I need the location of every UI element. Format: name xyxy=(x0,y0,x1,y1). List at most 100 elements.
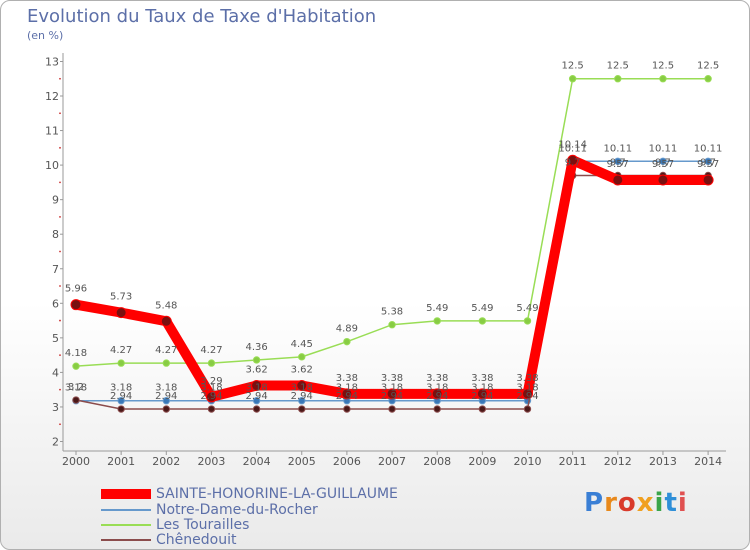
data-label: 4.18 xyxy=(65,348,87,359)
data-label: 3.38 xyxy=(336,373,358,384)
data-label: 3.18 xyxy=(336,383,358,394)
data-label: 9.57 xyxy=(607,159,629,170)
data-point xyxy=(386,388,398,400)
x-tick-label: 2004 xyxy=(243,455,271,468)
data-label: 3.18 xyxy=(155,383,177,394)
x-tick-label: 2000 xyxy=(62,455,90,468)
data-point xyxy=(298,353,306,361)
data-point xyxy=(614,157,622,165)
brand-letter: i xyxy=(654,488,665,518)
data-label: 3.18 xyxy=(245,383,267,394)
y-tick-label: 3 xyxy=(52,401,59,414)
y-minor-tick xyxy=(59,319,61,322)
data-label: 5.49 xyxy=(516,303,538,314)
data-label: 2.94 xyxy=(110,391,132,402)
legend-swatch xyxy=(101,524,151,526)
data-point xyxy=(568,75,577,83)
x-tick-label: 2014 xyxy=(694,455,722,468)
data-label: 3.29 xyxy=(200,376,222,387)
legend-label: Notre-Dame-du-Rocher xyxy=(156,502,318,518)
legend-label: Chênedouit xyxy=(156,532,237,548)
x-tick-label: 2007 xyxy=(378,455,406,468)
data-label: 3.62 xyxy=(245,365,267,376)
data-point xyxy=(117,405,125,413)
data-point xyxy=(343,405,351,413)
x-tick-label: 2006 xyxy=(333,455,361,468)
data-point xyxy=(252,356,261,364)
legend-swatch xyxy=(101,509,151,511)
data-label: 2.94 xyxy=(245,391,267,402)
legend-label: Les Tourailles xyxy=(156,517,250,533)
data-point xyxy=(296,380,308,392)
data-label: 3.38 xyxy=(381,373,403,384)
data-point xyxy=(657,174,669,186)
y-minor-tick xyxy=(59,146,61,149)
data-label: 5.49 xyxy=(471,303,493,314)
data-label: 9.7 xyxy=(700,157,716,168)
data-point xyxy=(567,154,579,166)
data-point xyxy=(478,405,487,413)
data-point xyxy=(388,405,396,413)
data-point xyxy=(523,405,532,413)
brand-logo: Proxiti xyxy=(584,488,688,518)
data-label: 3.18 xyxy=(471,383,493,394)
data-label: 3.18 xyxy=(291,383,313,394)
data-point xyxy=(341,388,353,400)
chart-title: Evolution du Taux de Taxe d'Habitation xyxy=(27,6,377,27)
data-label: 12.5 xyxy=(562,61,584,72)
y-minor-tick xyxy=(59,285,61,287)
legend-item: Notre-Dame-du-Rocher xyxy=(101,502,318,518)
data-label: 5.38 xyxy=(381,307,403,318)
data-label: 3.18 xyxy=(65,383,87,394)
data-point xyxy=(251,380,263,392)
brand-letter: P xyxy=(584,488,605,518)
data-label: 3.38 xyxy=(426,373,448,384)
x-tick-label: 2012 xyxy=(604,455,632,468)
data-label: 4.27 xyxy=(200,345,222,356)
data-label: 12.5 xyxy=(697,61,719,72)
y-tick-label: 9 xyxy=(52,194,59,207)
y-minor-tick xyxy=(59,216,61,218)
data-label: 3.18 xyxy=(110,383,132,394)
data-label: 10.11 xyxy=(694,143,723,154)
data-label: 4.89 xyxy=(336,324,358,335)
data-point xyxy=(612,174,624,186)
brand-letter: x xyxy=(636,488,655,518)
data-label: 4.27 xyxy=(110,345,132,356)
data-label: 2.94 xyxy=(291,391,313,402)
data-label: 3.18 xyxy=(381,383,403,394)
series-line-0 xyxy=(71,155,714,402)
data-point xyxy=(704,157,712,165)
data-label: 12.5 xyxy=(607,61,629,72)
data-point xyxy=(70,299,82,311)
y-minor-tick xyxy=(59,354,61,357)
data-point xyxy=(614,75,622,83)
data-point xyxy=(522,388,533,400)
y-minor-tick xyxy=(59,250,61,253)
x-tick-label: 2009 xyxy=(468,455,496,468)
data-label: 3.2 xyxy=(68,382,84,393)
legend-item: Chênedouit xyxy=(101,532,236,548)
data-label: 10.11 xyxy=(649,143,678,154)
x-tick-label: 2003 xyxy=(197,455,225,468)
data-label: 5.96 xyxy=(65,284,87,295)
data-label: 9.7 xyxy=(565,157,581,168)
data-label: 10.11 xyxy=(558,143,587,154)
data-label: 2.94 xyxy=(200,391,222,402)
data-point xyxy=(72,362,80,370)
data-label: 4.27 xyxy=(155,345,177,356)
data-label: 12.5 xyxy=(652,61,674,72)
data-label: 9.57 xyxy=(697,159,719,170)
data-point xyxy=(343,337,351,346)
data-point xyxy=(431,388,443,400)
x-tick-label: 2001 xyxy=(107,455,135,468)
data-point xyxy=(252,397,261,405)
x-tick-label: 2008 xyxy=(423,455,451,468)
data-point xyxy=(659,75,667,83)
y-tick-label: 10 xyxy=(45,159,59,172)
brand-letter: r xyxy=(604,488,618,518)
y-unit-label: (en %) xyxy=(27,29,64,42)
y-tick-label: 4 xyxy=(52,366,59,379)
brand-letter: o xyxy=(617,488,637,518)
data-point xyxy=(298,397,306,405)
